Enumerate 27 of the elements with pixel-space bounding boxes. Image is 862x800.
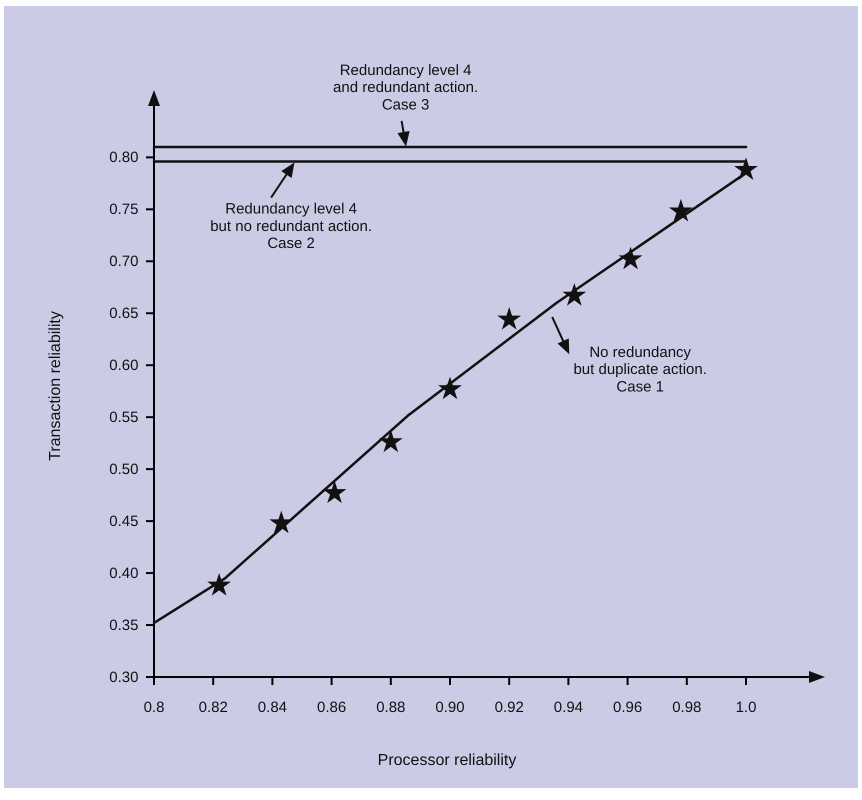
annotation: Redundancy level 4 and redundant action. Case 3 bbox=[333, 62, 478, 114]
x-tick-label: 0.92 bbox=[494, 699, 524, 716]
x-axis-title: Processor reliability bbox=[378, 752, 516, 769]
annotation: Redundancy level 4 but no redundant action. Case 2 bbox=[210, 200, 372, 252]
annotation: No redundancy but duplicate action. Case 1 bbox=[573, 344, 707, 396]
y-tick-label: 0.45 bbox=[109, 512, 138, 530]
y-tick-label: 0.65 bbox=[109, 305, 138, 322]
x-tick-label: 0.98 bbox=[672, 699, 702, 716]
x-tick-label: 0.86 bbox=[317, 699, 346, 716]
x-tick-label: 0.84 bbox=[258, 699, 287, 716]
y-tick-label: 0.75 bbox=[109, 201, 138, 218]
y-tick-label: 0.70 bbox=[109, 253, 138, 270]
y-tick-label: 0.40 bbox=[109, 564, 138, 582]
y-tick-label: 0.30 bbox=[109, 668, 138, 686]
y-tick-label: 0.50 bbox=[109, 460, 138, 478]
x-tick-label: 0.90 bbox=[435, 699, 465, 716]
y-tick-label: 0.80 bbox=[109, 149, 138, 166]
x-tick-label: 1.0 bbox=[736, 699, 756, 716]
y-tick-label: 0.35 bbox=[109, 616, 138, 634]
y-tick-label: 0.60 bbox=[109, 357, 138, 374]
x-tick-label: 0.8 bbox=[144, 699, 164, 716]
y-axis-title: Transaction reliability bbox=[47, 311, 64, 461]
x-tick-label: 0.82 bbox=[198, 699, 228, 716]
x-tick-label: 0.94 bbox=[554, 699, 583, 716]
y-tick-label: 0.55 bbox=[109, 408, 138, 426]
x-tick-label: 0.88 bbox=[376, 699, 406, 716]
x-tick-label: 0.96 bbox=[613, 699, 642, 716]
